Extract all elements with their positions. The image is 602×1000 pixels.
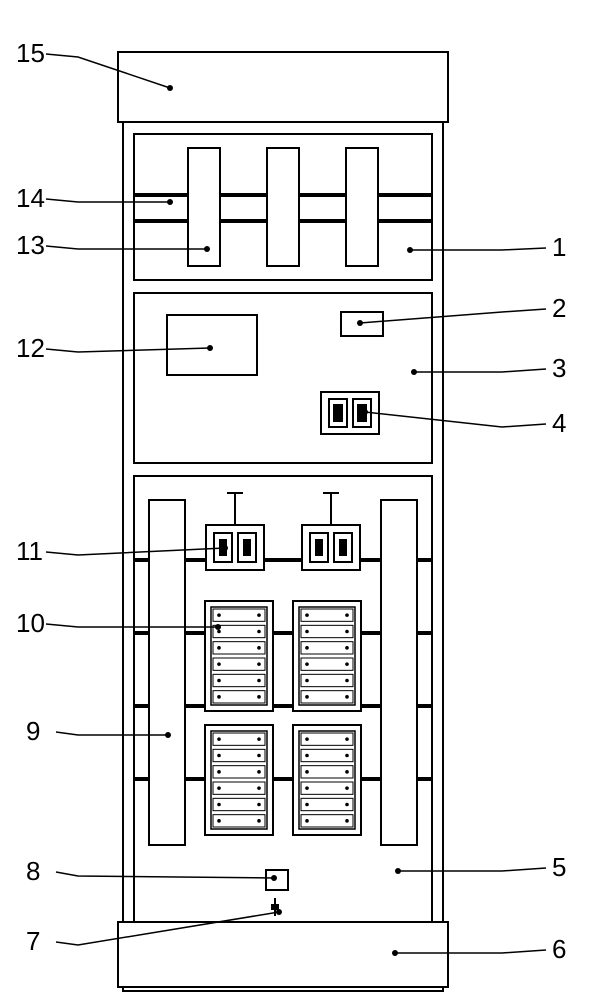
screw-dot <box>257 803 261 807</box>
screw-dot <box>257 770 261 774</box>
leader-dot <box>357 320 363 326</box>
drain-knob <box>271 904 279 910</box>
screw-dot <box>217 819 221 823</box>
screw-dot <box>345 679 349 683</box>
screw-dot <box>257 754 261 758</box>
screw-dot <box>305 662 309 666</box>
screw-dot <box>305 646 309 650</box>
screw-dot <box>257 737 261 741</box>
callout-label: 3 <box>552 353 566 383</box>
switch-knob <box>315 539 323 556</box>
screw-dot <box>345 770 349 774</box>
screw-dot <box>305 630 309 634</box>
screw-dot <box>257 646 261 650</box>
screw-dot <box>257 662 261 666</box>
leader-dot <box>407 247 413 253</box>
screw-dot <box>345 803 349 807</box>
screw-dot <box>345 630 349 634</box>
callout-label: 9 <box>26 716 40 746</box>
screw-dot <box>257 695 261 699</box>
callout-label: 4 <box>552 408 566 438</box>
callout-label: 13 <box>16 230 45 260</box>
screw-dot <box>217 803 221 807</box>
callout-label: 12 <box>16 333 45 363</box>
screw-dot <box>217 662 221 666</box>
screw-dot <box>305 754 309 758</box>
screw-dot <box>257 679 261 683</box>
switch-knob <box>339 539 347 556</box>
screw-dot <box>305 695 309 699</box>
screw-dot <box>217 646 221 650</box>
screw-dot <box>345 613 349 617</box>
sensor-box <box>266 870 288 890</box>
screw-dot <box>345 737 349 741</box>
leader-dot <box>207 345 213 351</box>
screw-dot <box>257 613 261 617</box>
screw-dot <box>345 695 349 699</box>
leader-dot <box>362 409 368 415</box>
screw-dot <box>217 737 221 741</box>
screw-dot <box>257 630 261 634</box>
leader-dot <box>167 199 173 205</box>
screw-dot <box>305 679 309 683</box>
screw-dot <box>217 770 221 774</box>
callout-label: 10 <box>16 608 45 638</box>
fuse-block <box>267 148 299 266</box>
screw-dot <box>305 786 309 790</box>
screw-dot <box>345 754 349 758</box>
leader-dot <box>167 85 173 91</box>
screw-dot <box>345 646 349 650</box>
side-rail <box>381 500 417 845</box>
screw-dot <box>305 770 309 774</box>
screw-dot <box>345 662 349 666</box>
callout-label: 8 <box>26 856 40 886</box>
screw-dot <box>305 737 309 741</box>
callout-label: 1 <box>552 232 566 262</box>
cabinet-diagram: 151413121110987123456 <box>0 0 602 1000</box>
leader-dot <box>271 875 277 881</box>
leader-dot <box>395 868 401 874</box>
leader-dot <box>392 950 398 956</box>
leader-dot <box>215 624 221 630</box>
screw-dot <box>217 613 221 617</box>
display-screen <box>167 315 257 375</box>
callout-label: 14 <box>16 183 45 213</box>
screw-dot <box>217 679 221 683</box>
screw-dot <box>345 819 349 823</box>
switch-knob <box>334 405 342 421</box>
callout-label: 15 <box>16 38 45 68</box>
screw-dot <box>217 754 221 758</box>
screw-dot <box>305 803 309 807</box>
screw-dot <box>305 613 309 617</box>
cabinet-plinth <box>118 922 448 987</box>
callout-label: 11 <box>16 536 43 566</box>
leader-dot <box>165 732 171 738</box>
callout-label: 6 <box>552 934 566 964</box>
switch-knob <box>243 539 251 556</box>
screw-dot <box>217 786 221 790</box>
screw-dot <box>257 819 261 823</box>
leader-dot <box>276 909 282 915</box>
screw-dot <box>257 786 261 790</box>
leader-dot <box>204 246 210 252</box>
fuse-block <box>346 148 378 266</box>
callout-label: 7 <box>26 926 40 956</box>
callout-label: 5 <box>552 852 566 882</box>
screw-dot <box>217 695 221 699</box>
leader-dot <box>222 545 228 551</box>
callout-label: 2 <box>552 293 566 323</box>
screw-dot <box>345 786 349 790</box>
leader-dot <box>411 369 417 375</box>
screw-dot <box>217 630 221 634</box>
screw-dot <box>305 819 309 823</box>
